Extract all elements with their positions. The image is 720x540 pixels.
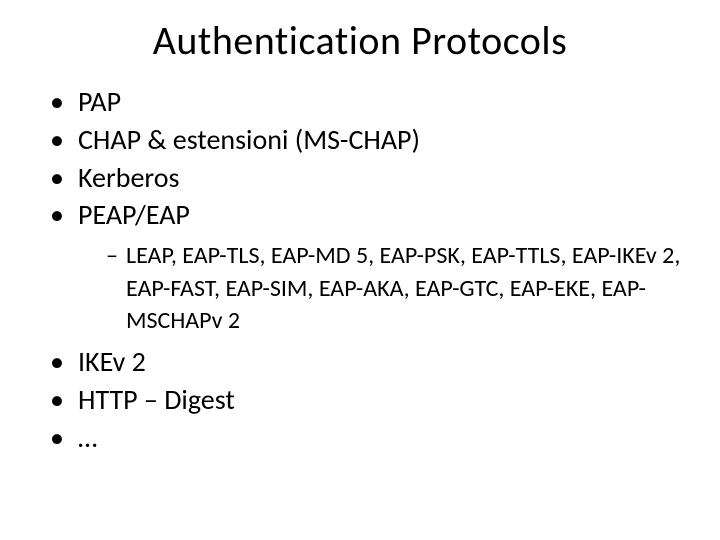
slide: { "title": "Authentication Protocols", "… (0, 0, 720, 540)
bullet-text: PAP (78, 84, 121, 119)
list-item: … (50, 419, 690, 457)
sub-bullet-list: LEAP, EAP-TLS, EAP-MD 5, EAP-PSK, EAP-TT… (78, 240, 690, 337)
list-item: CHAP & estensioni (MS-CHAP) (50, 121, 690, 159)
slide-title: Authentication Protocols (30, 16, 690, 65)
list-item: IKEv 2 (50, 343, 690, 381)
list-item: HTTP – Digest (50, 381, 690, 419)
bullet-text: IKEv 2 (78, 344, 146, 379)
list-item: Kerberos (50, 159, 690, 197)
sub-list-item: LEAP, EAP-TLS, EAP-MD 5, EAP-PSK, EAP-TT… (106, 240, 690, 337)
list-item: PEAP/EAP LEAP, EAP-TLS, EAP-MD 5, EAP-PS… (50, 196, 690, 337)
bullet-text: PEAP/EAP (78, 197, 190, 232)
bullet-text: HTTP – Digest (78, 382, 235, 417)
sub-bullet-text: LEAP, EAP-TLS, EAP-MD 5, EAP-PSK, EAP-TT… (126, 241, 680, 335)
bullet-text: CHAP & estensioni (MS-CHAP) (78, 122, 420, 157)
bullet-text: Kerberos (78, 160, 179, 195)
bullet-list: PAP CHAP & estensioni (MS-CHAP) Kerberos… (30, 83, 690, 457)
bullet-text: … (78, 420, 97, 455)
list-item: PAP (50, 83, 690, 121)
